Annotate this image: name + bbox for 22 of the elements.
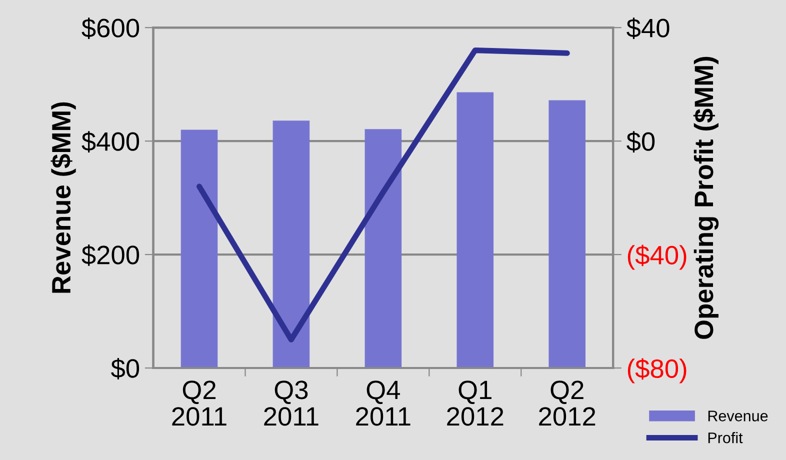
x-tick-label: Q3 2011 xyxy=(264,380,318,426)
x-tick-label: Q4 2011 xyxy=(356,380,410,426)
y-tick-label: $600 xyxy=(82,18,140,39)
y-tick-label: $0 xyxy=(111,358,140,380)
legend-label: Profit xyxy=(708,432,743,444)
bar xyxy=(364,129,402,368)
bar xyxy=(180,130,218,368)
bar xyxy=(272,120,310,368)
y-tick-label: $400 xyxy=(82,131,140,152)
y-tick-label: $200 xyxy=(82,244,140,266)
bar xyxy=(548,100,586,368)
x-tick-label: Q1 2012 xyxy=(447,380,504,426)
x-tick-label: Q2 2011 xyxy=(172,380,226,426)
legend-label: Revenue xyxy=(708,410,768,422)
bar xyxy=(456,92,494,368)
y2-tick-label: ($80) xyxy=(628,358,686,384)
x-tick-label: Q2 2012 xyxy=(539,380,596,426)
y-axis-title: Revenue ($MM) xyxy=(50,102,76,293)
y2-tick-label: $40 xyxy=(626,18,670,39)
y2-tick-label: ($40) xyxy=(628,244,686,270)
y2-axis-title: Operating Profit ($MM) xyxy=(693,56,719,339)
y2-tick-label: $0 xyxy=(626,131,655,152)
